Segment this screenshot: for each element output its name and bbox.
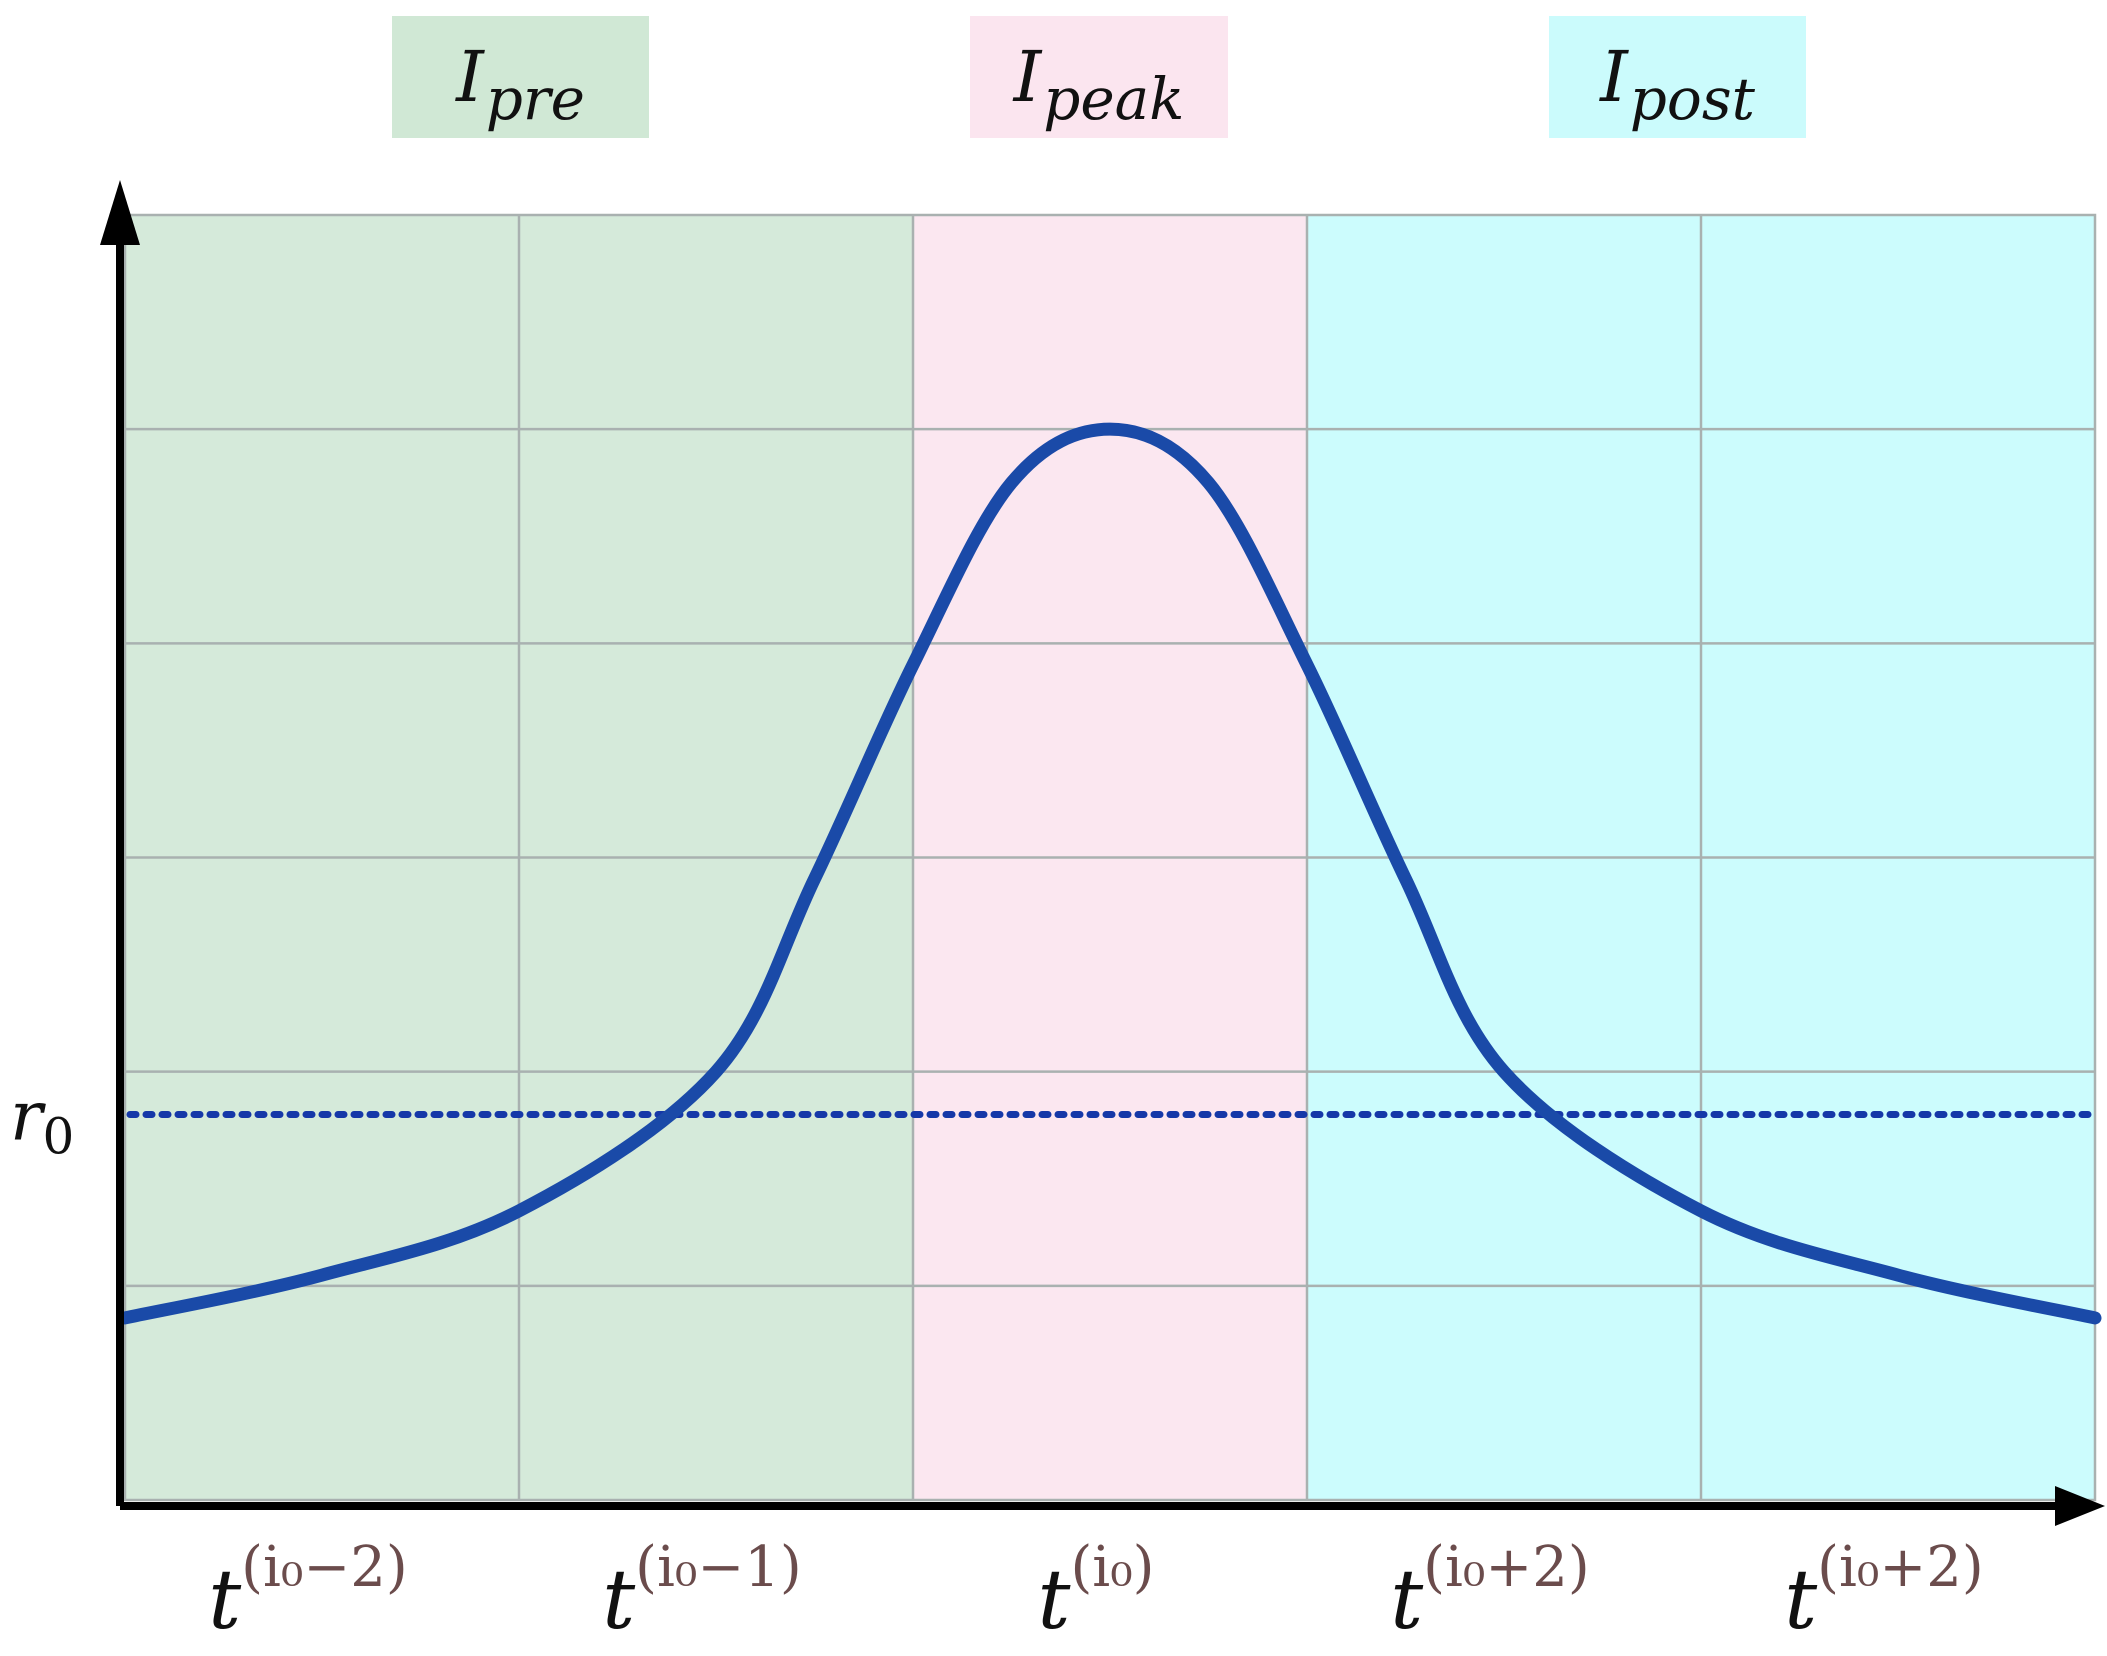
x-tick-label: t(i₀−1) (602, 1535, 802, 1648)
legend-pre-symbol: I (456, 36, 484, 118)
legend-post-symbol: I (1600, 36, 1628, 118)
x-tick-label: t(i₀) (1037, 1535, 1154, 1648)
x-tick-label: t(i₀−2) (208, 1535, 408, 1648)
x-tick-label: t(i₀+2) (1390, 1535, 1590, 1648)
legend-peak-symbol: I (1013, 36, 1042, 118)
threshold-label: r0 (10, 1078, 74, 1166)
legend-post-subscript: post (1629, 65, 1755, 133)
y-axis-arrow (100, 180, 140, 245)
x-tick-label: t(i₀+2) (1784, 1535, 1984, 1648)
legend-pre-subscript: pre (485, 65, 585, 133)
signal-curve (118, 422, 2102, 1325)
x-axis-arrow (2055, 1486, 2105, 1526)
legend-peak-subscript: peak (1043, 65, 1185, 133)
